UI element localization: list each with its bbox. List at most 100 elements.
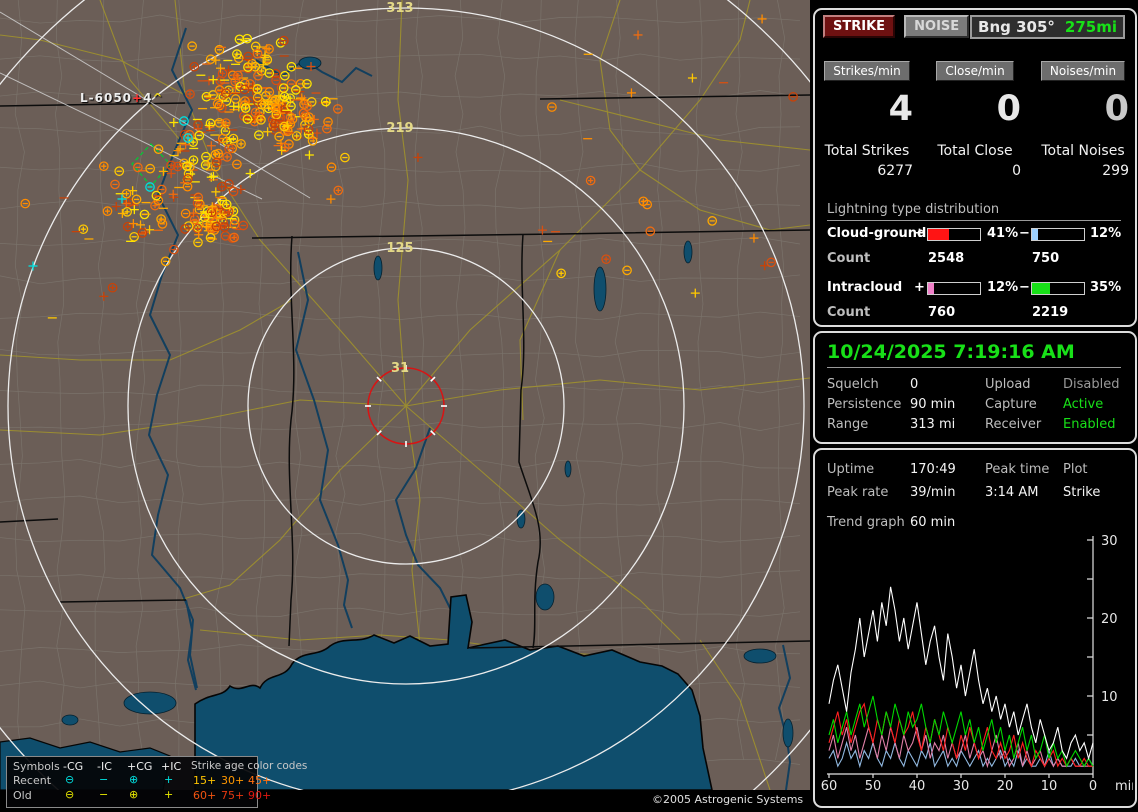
legend-col-pcg: +CG [127, 760, 153, 773]
recent-circle-minus-icon: ⊖ [65, 773, 75, 786]
legend-col-nic: -IC [97, 760, 112, 773]
cg-pos-bar [927, 228, 981, 241]
cg-pos-count: 2548 [928, 251, 965, 266]
ic-minus-sign: − [1019, 280, 1030, 295]
age-code-60: 60+ [193, 789, 217, 802]
legend-row-recent: Recent [13, 774, 52, 787]
age-code-90: 90+ [248, 789, 272, 802]
svg-text:10: 10 [1041, 779, 1058, 794]
svg-text:0: 0 [1089, 779, 1097, 794]
noises-per-min-column: Noises/min 0 Total Noises 299 [1037, 60, 1129, 179]
datetime-status-box: 10/24/2025 7:19:16 AM Squelch 0 Upload D… [813, 331, 1137, 444]
total-close-label: Total Close [937, 143, 1013, 159]
range-value: 313 mi [910, 417, 956, 432]
old-minus-icon: − [99, 788, 109, 801]
plot-label: Plot [1063, 462, 1088, 477]
age-code-15: 15+ [193, 774, 217, 787]
old-plus-icon: + [164, 788, 174, 801]
squelch-value: 0 [910, 377, 919, 392]
age-code-75: 75+ [221, 789, 245, 802]
noise-mode-button[interactable]: NOISE [904, 15, 970, 38]
cg-neg-pct: 12% [1090, 226, 1122, 241]
legend-col-pic: +IC [161, 760, 182, 773]
cell-trend-arrow-icon: ^ [152, 91, 164, 105]
cell-id: L-6050 [80, 91, 133, 105]
ic-pos-pct: 12% [987, 280, 1019, 295]
age-code-45: 45+ [248, 774, 272, 787]
noises-per-min-value: 0 [1104, 89, 1129, 129]
cg-count-label: Count [827, 251, 871, 266]
intracloud-label: Intracloud [827, 280, 903, 295]
bearing-label: Bng 305° [978, 18, 1055, 36]
legend-symbols-header: Symbols [13, 760, 60, 773]
strike-mode-button[interactable]: STRIKE [823, 15, 896, 38]
lightning-map[interactable]: 313 219 125 31 L-6050+4^ Symbols -CG -IC +C… [0, 0, 810, 812]
svg-text:10: 10 [1101, 690, 1118, 705]
ic-plus-sign: + [914, 280, 925, 295]
svg-text:313: 313 [386, 1, 413, 16]
total-strikes-value: 6277 [877, 163, 913, 179]
ic-count-label: Count [827, 305, 871, 320]
legend-age-title: Strike age color codes [191, 760, 308, 772]
trend-graph: 60 50 40 30 20 10 0 min 10 20 30 [821, 534, 1133, 794]
peak-rate-label: Peak rate [827, 485, 889, 500]
svg-text:min: min [1115, 779, 1133, 794]
bearing-distance: 275mi [1064, 18, 1117, 36]
svg-text:20: 20 [1101, 612, 1118, 627]
receiver-value: Enabled [1063, 417, 1116, 432]
distribution-title: Lightning type distribution [827, 202, 1121, 221]
bearing-readout: Bng 305° 275mi [970, 15, 1125, 39]
svg-text:219: 219 [386, 121, 413, 136]
peak-time-label: Peak time [985, 462, 1050, 477]
total-noises-label: Total Noises [1041, 143, 1125, 159]
trend-graph-window: 60 min [910, 515, 956, 530]
cg-neg-count: 750 [1032, 251, 1060, 266]
strikes-per-min-chip: Strikes/min [824, 61, 910, 81]
counters-box: STRIKE NOISE Bng 305° 275mi Strikes/min 4… [813, 8, 1137, 327]
total-noises-value: 299 [1102, 163, 1129, 179]
cell-polarity: + [132, 91, 144, 105]
recent-minus-icon: − [99, 773, 109, 786]
svg-text:31: 31 [391, 361, 409, 376]
svg-text:20: 20 [997, 779, 1014, 794]
peak-time-value: 3:14 AM [985, 485, 1039, 500]
cg-minus-sign: − [1019, 226, 1030, 241]
total-close-value: 0 [1012, 163, 1021, 179]
svg-text:30: 30 [953, 779, 970, 794]
peak-rate-value: 39/min [910, 485, 956, 500]
storm-cell-label: L-6050+4^ [80, 91, 164, 105]
persistence-value: 90 min [910, 397, 956, 412]
copyright-text: ©2005 Astrogenic Systems [652, 793, 804, 806]
svg-text:30: 30 [1101, 534, 1118, 549]
ic-pos-count: 760 [928, 305, 956, 320]
range-label: Range [827, 417, 869, 432]
ic-neg-pct: 35% [1090, 280, 1122, 295]
svg-text:50: 50 [865, 779, 882, 794]
receiver-label: Receiver [985, 417, 1042, 432]
svg-text:60: 60 [821, 779, 838, 794]
upload-value: Disabled [1063, 377, 1120, 392]
close-per-min-value: 0 [996, 89, 1021, 129]
uptime-label: Uptime [827, 462, 875, 477]
age-code-30: 30+ [221, 774, 245, 787]
old-circle-plus-icon: ⊕ [129, 788, 139, 801]
svg-text:40: 40 [909, 779, 926, 794]
cell-count: 4 [143, 91, 153, 105]
recent-plus-icon: + [164, 773, 174, 786]
total-strikes-label: Total Strikes [824, 143, 910, 159]
upload-label: Upload [985, 377, 1031, 392]
close-per-min-chip: Close/min [936, 61, 1014, 81]
ic-pos-bar [927, 282, 981, 295]
trend-graph-label: Trend graph [827, 515, 905, 530]
status-panel: STRIKE NOISE Bng 305° 275mi Strikes/min 4… [810, 0, 1138, 812]
datetime-display: 10/24/2025 7:19:16 AM [827, 341, 1121, 368]
cg-pos-pct: 41% [987, 226, 1019, 241]
capture-label: Capture [985, 397, 1037, 412]
persistence-label: Persistence [827, 397, 902, 412]
cg-neg-bar [1031, 228, 1085, 241]
capture-value: Active [1063, 397, 1104, 412]
plot-value: Strike [1063, 485, 1101, 500]
svg-text:125: 125 [386, 241, 413, 256]
noises-per-min-chip: Noises/min [1040, 61, 1126, 81]
